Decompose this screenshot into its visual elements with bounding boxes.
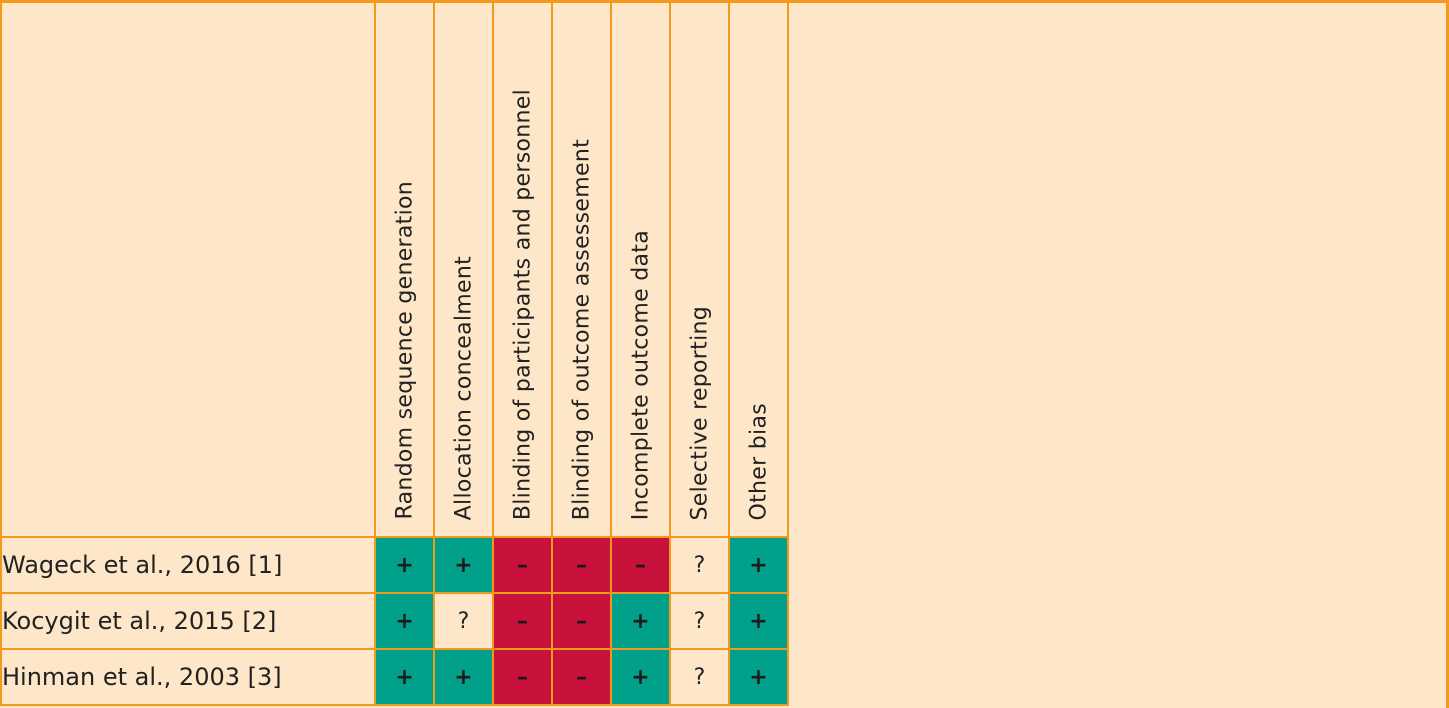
column-header: Selective reporting xyxy=(669,0,730,538)
rating-cell: + xyxy=(374,536,435,594)
column-header: Blinding of outcome assessement xyxy=(551,0,612,538)
rating-cell: – xyxy=(610,536,671,594)
rating-cell: + xyxy=(728,592,789,650)
column-header-label: Other bias xyxy=(746,402,771,520)
rating-cell: – xyxy=(551,536,612,594)
rating-cell: + xyxy=(728,648,789,706)
rating-cell: – xyxy=(551,648,612,706)
rating-cell: + xyxy=(374,592,435,650)
rating-cell: + xyxy=(433,536,494,594)
table-row: Wageck et al., 2016 [1] + + – – – ? + xyxy=(0,536,789,594)
column-header-label: Allocation concealment xyxy=(451,255,476,520)
rating-cell: + xyxy=(610,648,671,706)
rating-cell: + xyxy=(374,648,435,706)
column-header: Other bias xyxy=(728,0,789,538)
rating-cell: – xyxy=(492,592,553,650)
rating-cell: ? xyxy=(433,592,494,650)
header-corner xyxy=(0,0,376,538)
rating-cell: + xyxy=(433,648,494,706)
column-header-label: Random sequence generation xyxy=(392,181,417,520)
column-header-label: Blinding of outcome assessement xyxy=(569,138,594,520)
rating-cell: – xyxy=(492,648,553,706)
right-border xyxy=(1446,0,1449,708)
column-header: Incomplete outcome data xyxy=(610,0,671,538)
column-header: Random sequence generation xyxy=(374,0,435,538)
rating-cell: – xyxy=(551,592,612,650)
rating-cell: ? xyxy=(669,592,730,650)
rating-cell: ? xyxy=(669,536,730,594)
rating-cell: + xyxy=(610,592,671,650)
column-header: Allocation concealment xyxy=(433,0,494,538)
column-header-label: Blinding of participants and personnel xyxy=(510,88,535,520)
study-label: Wageck et al., 2016 [1] xyxy=(0,536,376,594)
rating-cell: – xyxy=(492,536,553,594)
column-header-label: Incomplete outcome data xyxy=(628,229,653,520)
header-row: Random sequence generation Allocation co… xyxy=(0,0,789,538)
risk-of-bias-table: Random sequence generation Allocation co… xyxy=(0,0,789,706)
study-label: Hinman et al., 2003 [3] xyxy=(0,648,376,706)
rating-cell: ? xyxy=(669,648,730,706)
rating-cell: + xyxy=(728,536,789,594)
column-header-label: Selective reporting xyxy=(687,305,712,520)
column-header: Blinding of participants and personnel xyxy=(492,0,553,538)
table-row: Kocygit et al., 2015 [2] + ? – – + ? + xyxy=(0,592,789,650)
table-row: Hinman et al., 2003 [3] + + – – + ? + xyxy=(0,648,789,706)
study-label: Kocygit et al., 2015 [2] xyxy=(0,592,376,650)
